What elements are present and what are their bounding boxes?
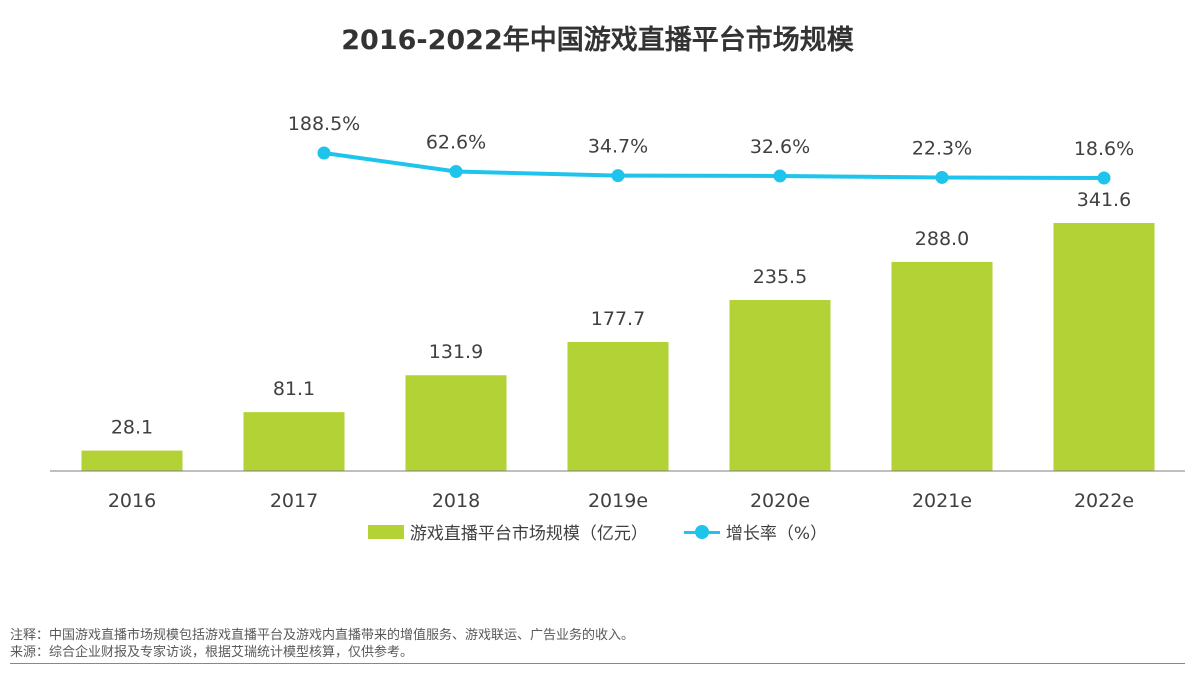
legend-swatch-bar: [367, 524, 404, 539]
bar-value-label-2021e: 288.0: [915, 228, 969, 250]
note-text: 注释：中国游戏直播市场规模包括游戏直播平台及游戏内直播带来的增值服务、游戏联运、…: [10, 628, 635, 643]
footer-rule: [10, 663, 1185, 664]
growth-rate-point-2020e: [773, 169, 787, 183]
legend-item-bar: 游戏直播平台市场规模（亿元）: [367, 519, 648, 544]
bar-value-label-2020e: 235.5: [753, 266, 807, 288]
line-layer: 188.5% 62.6% 34.7% 32.6% 22.3% 18.6%: [288, 113, 1134, 185]
growth-rate-point-2022e: [1097, 171, 1111, 185]
x-tick-label-2018: 2018: [432, 490, 480, 512]
growth-rate-line: [323, 151, 1105, 180]
bar-2017: [243, 412, 345, 471]
footnotes: 注释：中国游戏直播市场规模包括游戏直播平台及游戏内直播带来的增值服务、游戏联运、…: [10, 627, 1185, 664]
bar-2018: [405, 375, 507, 471]
legend-swatch-line: [683, 524, 720, 539]
legend: 游戏直播平台市场规模（亿元） 增长率（%）: [0, 519, 1195, 544]
bar-value-label-2019e: 177.7: [591, 308, 645, 330]
bar-2020e: [729, 300, 831, 471]
x-tick-label-2021e: 2021e: [912, 490, 972, 512]
bar-value-label-2017: 81.1: [273, 378, 315, 400]
bar-2022e: [1053, 223, 1155, 471]
bar-2021e: [891, 261, 993, 471]
bar-2016: [81, 450, 183, 471]
bars-layer: [81, 223, 1155, 471]
labels-layer: 28.1 2016 81.1 2017 131.9 2018 177.7 2019e 235.5…: [108, 189, 1134, 512]
growth-rate-point-2017: [317, 146, 331, 160]
growth-rate-point-2018: [449, 165, 463, 179]
bar-2019e: [567, 341, 669, 471]
legend-item-line: 增长率（%）: [683, 519, 828, 544]
chart-title: 2016-2022年中国游戏直播平台市场规模: [341, 25, 854, 56]
growth-rate-label-2018: 62.6%: [426, 132, 486, 154]
x-tick-label-2019e: 2019e: [588, 490, 648, 512]
legend-label-bar: 游戏直播平台市场规模（亿元）: [409, 524, 648, 544]
growth-rate-point-2019e: [611, 169, 625, 183]
growth-rate-point-2021e: [935, 170, 949, 184]
x-tick-label-2022e: 2022e: [1074, 490, 1134, 512]
x-tick-label-2017: 2017: [270, 490, 318, 512]
growth-rate-label-2020e: 32.6%: [750, 136, 810, 158]
x-tick-label-2016: 2016: [108, 490, 156, 512]
bar-value-label-2016: 28.1: [111, 417, 153, 439]
growth-rate-label-2019e: 34.7%: [588, 136, 648, 158]
bar-value-label-2018: 131.9: [429, 341, 483, 363]
x-tick-label-2020e: 2020e: [750, 490, 810, 512]
growth-rate-label-2017: 188.5%: [288, 113, 360, 135]
legend-label-line: 增长率（%）: [725, 524, 828, 544]
source-text: 来源：综合企业财报及专家访谈，根据艾瑞统计模型核算，仅供参考。: [10, 645, 414, 660]
growth-rate-label-2022e: 18.6%: [1074, 138, 1134, 160]
bar-value-label-2022e: 341.6: [1077, 189, 1131, 211]
growth-rate-label-2021e: 22.3%: [912, 137, 972, 159]
